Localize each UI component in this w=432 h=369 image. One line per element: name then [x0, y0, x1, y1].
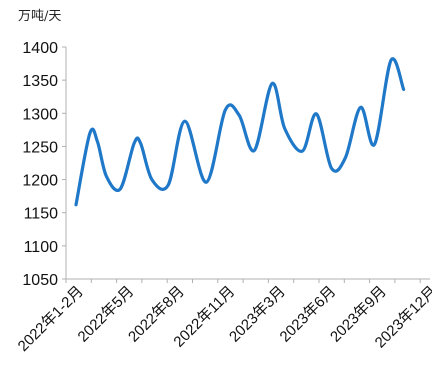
y-tick-label: 1200	[22, 173, 58, 190]
y-tick-label: 1300	[22, 106, 58, 123]
y-tick-label: 1100	[24, 239, 59, 256]
y-tick-label: 1250	[22, 139, 58, 156]
series-line	[74, 57, 406, 207]
x-tick-label: 2022年1-2月	[15, 283, 87, 355]
y-tick-label: 1050	[22, 272, 58, 289]
y-tick-label: 1350	[22, 73, 58, 90]
y-unit-label: 万吨/天	[18, 9, 62, 24]
y-tick-label: 1400	[22, 40, 58, 57]
y-tick-label: 1150	[24, 206, 59, 223]
